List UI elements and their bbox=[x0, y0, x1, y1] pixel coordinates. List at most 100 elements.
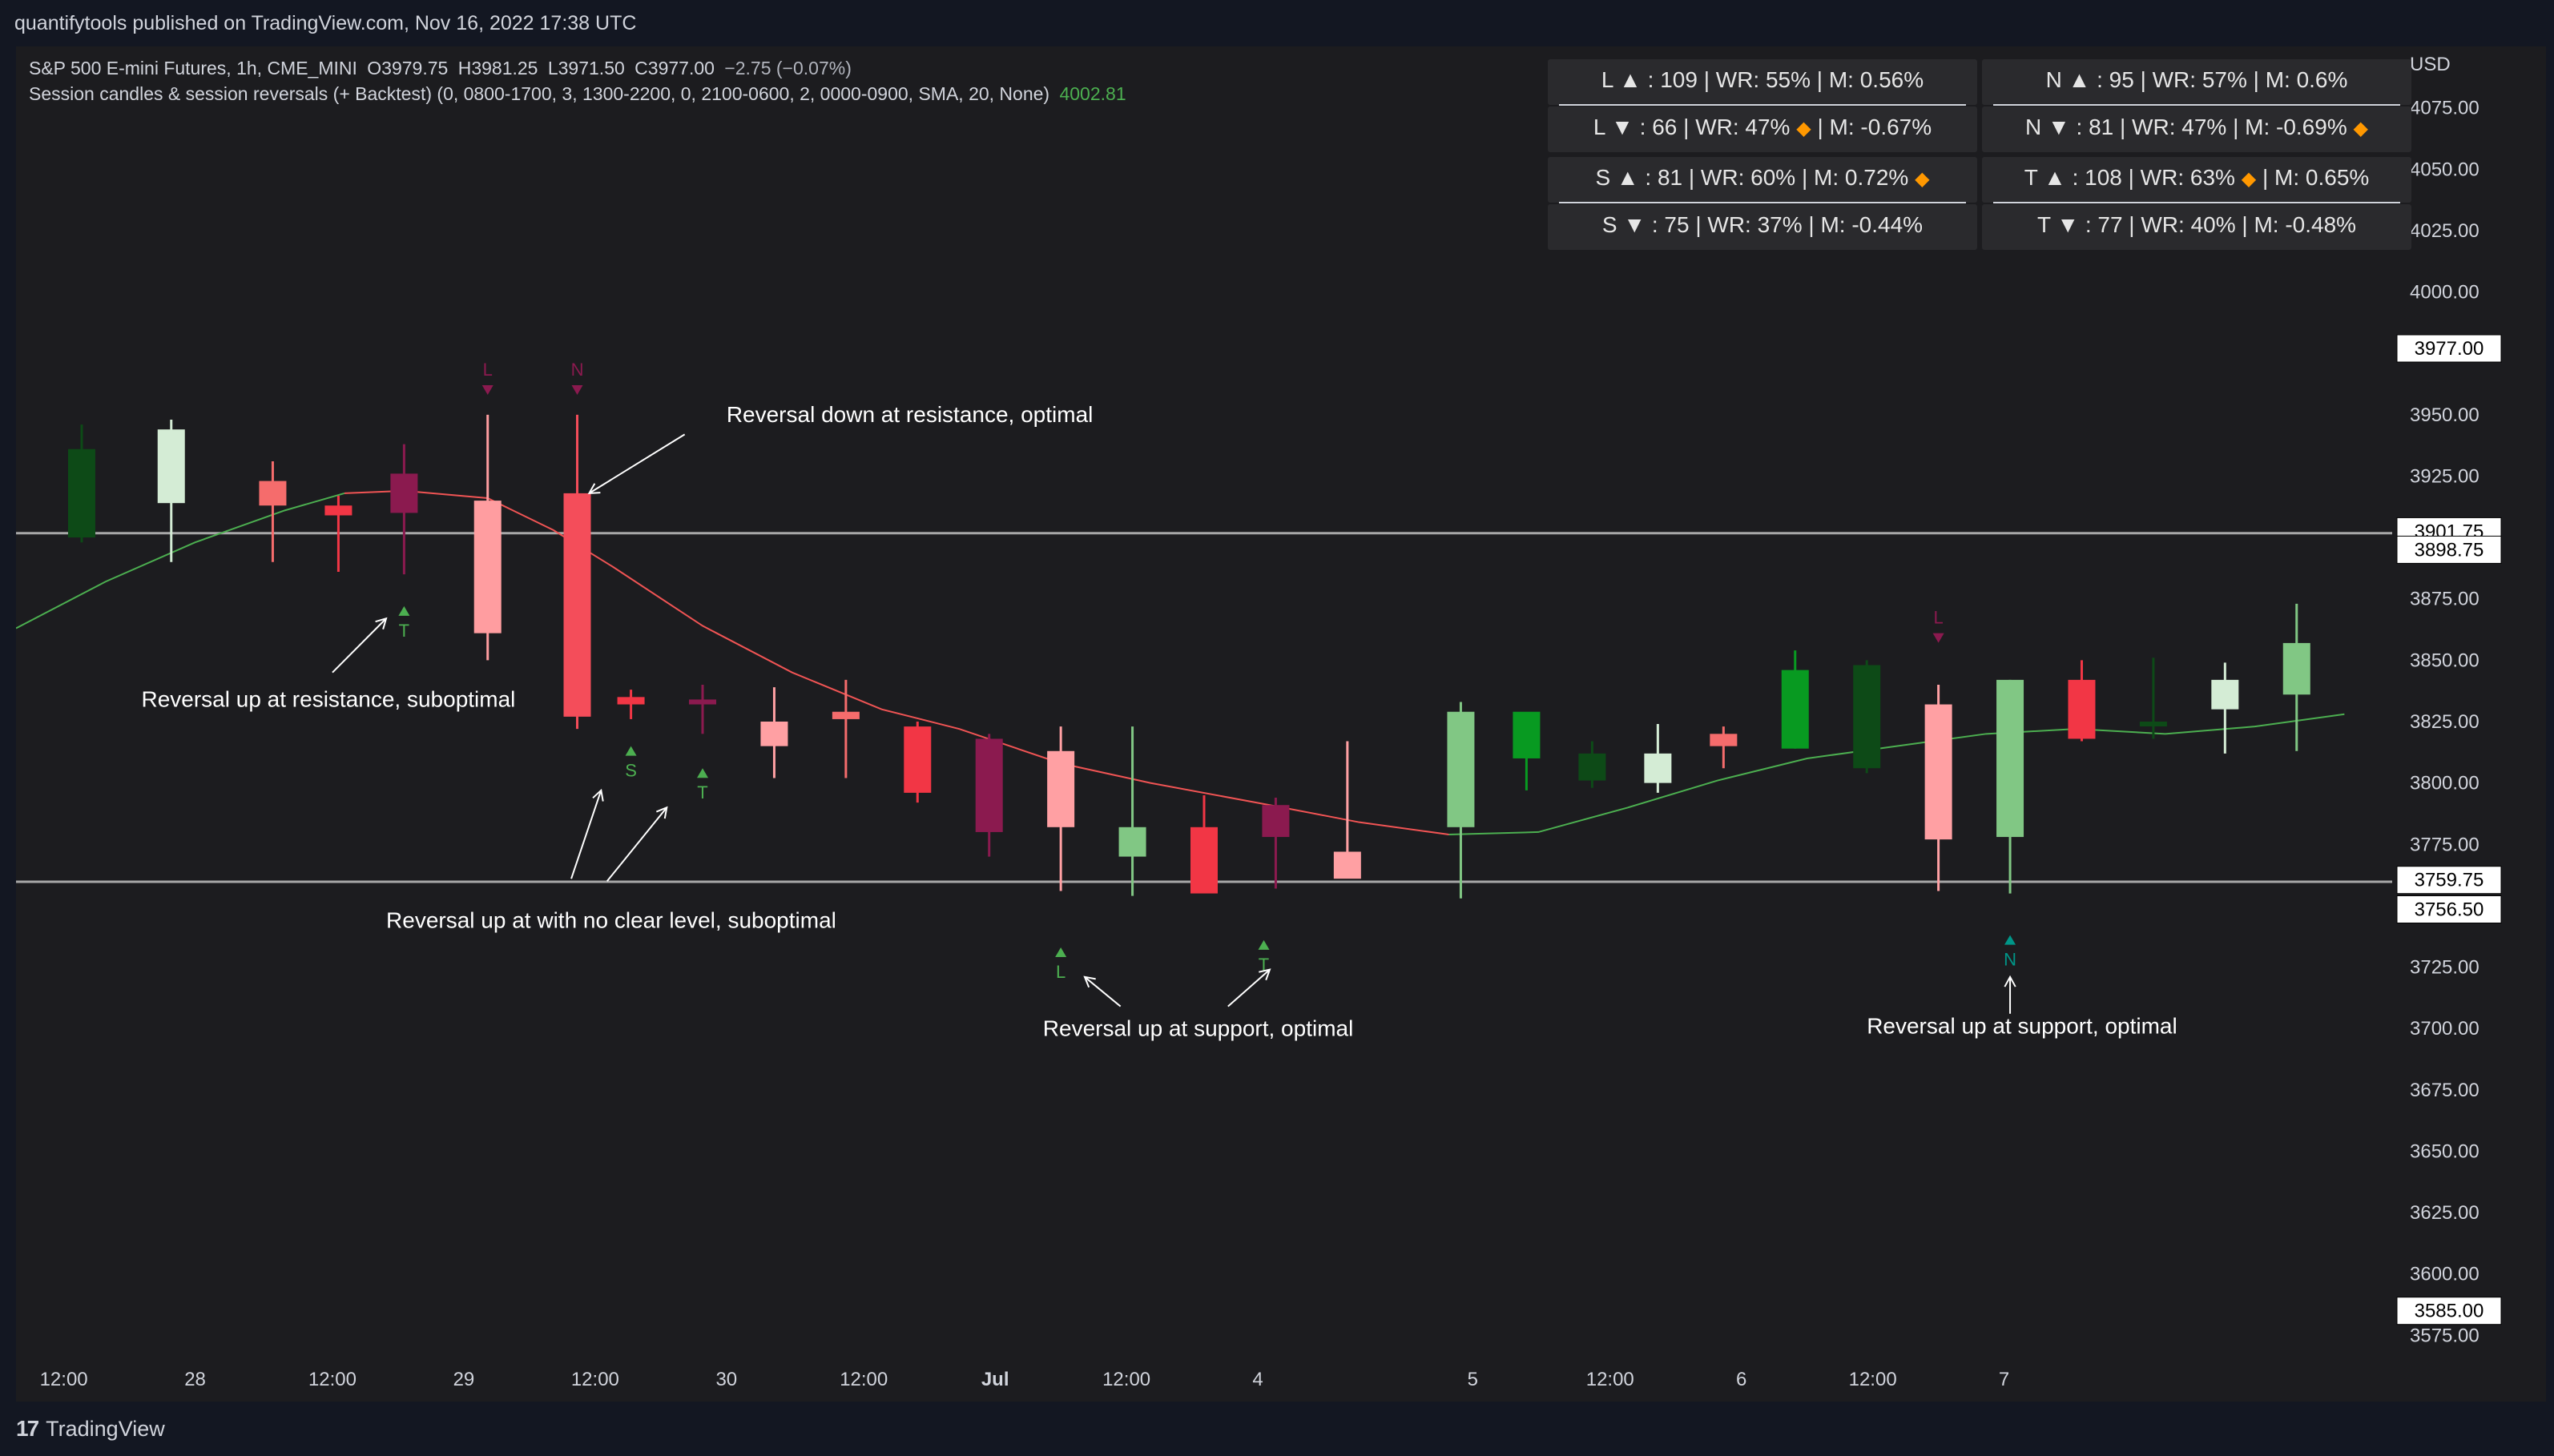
reversal-up-icon bbox=[1258, 939, 1270, 950]
indicator-value: 4002.81 bbox=[1059, 83, 1126, 104]
ohlc-high: H3981.25 bbox=[457, 58, 538, 78]
reversal-up-icon bbox=[2004, 935, 2016, 945]
x-tick-label: 12:00 bbox=[840, 1369, 888, 1390]
y-tick-label: 3575.00 bbox=[2410, 1325, 2479, 1346]
y-tick-label: 3700.00 bbox=[2410, 1018, 2479, 1040]
stats-table-t-down: T ▼ : 77 | WR: 40% | M: -0.48% bbox=[1982, 204, 2411, 250]
x-tick-label: 12:00 bbox=[571, 1369, 619, 1390]
candle-body bbox=[563, 493, 591, 717]
tradingview-brand[interactable]: 17 TradingView bbox=[16, 1414, 165, 1443]
candle-body bbox=[67, 448, 95, 538]
y-tick-label: 3825.00 bbox=[2410, 711, 2479, 733]
annotation-arrow bbox=[570, 790, 602, 879]
y-tick-label: 3600.00 bbox=[2410, 1264, 2479, 1285]
candle-body bbox=[1447, 711, 1475, 827]
candle-body bbox=[1924, 704, 1952, 840]
x-tick-label: Jul bbox=[981, 1369, 1009, 1390]
y-tick-label: 3650.00 bbox=[2410, 1140, 2479, 1162]
annotation-arrow bbox=[588, 433, 686, 494]
candle-body bbox=[1996, 679, 2024, 838]
y-tick-label: 3625.00 bbox=[2410, 1202, 2479, 1224]
annotation-arrow bbox=[606, 806, 668, 882]
chart-area[interactable]: USD 3575.00 3600.00 3625.00 3650.00 3675.00 37… bbox=[16, 46, 2546, 1402]
stats-l-up: L ▲ : 109 | WR: 55% | M: 0.56% bbox=[1601, 67, 1924, 92]
stats-s-down: S ▼ : 75 | WR: 37% | M: -0.44% bbox=[1601, 212, 1924, 237]
stats-t-up: T ▲ : 108 | WR: 63% ◆ | M: 0.65% bbox=[1982, 165, 2411, 191]
stats-l-down-tail: | M: -0.67% bbox=[1817, 115, 1932, 139]
price-label: 3759.75 bbox=[2415, 870, 2484, 891]
candle-body bbox=[1578, 753, 1606, 781]
price-label-box bbox=[2396, 1297, 2502, 1325]
stats-t-up-text: T ▲ : 108 | WR: 63% bbox=[2024, 165, 2235, 190]
stats-separator bbox=[1993, 202, 2400, 203]
candle-body bbox=[975, 738, 1003, 832]
y-tick-label: 4075.00 bbox=[2410, 98, 2479, 119]
candle-body bbox=[1262, 805, 1290, 838]
session-marker-label: L bbox=[1934, 608, 1944, 628]
y-tick-label: 3875.00 bbox=[2410, 589, 2479, 610]
annotation-text: Reversal up at resistance, suboptimal bbox=[141, 687, 515, 712]
candle-body bbox=[1333, 851, 1361, 879]
arrowhead-icon bbox=[1083, 975, 1096, 988]
price-label-box bbox=[2396, 535, 2502, 564]
session-marker-label: N bbox=[2004, 950, 2016, 970]
stats-table-l-down: L ▼ : 66 | WR: 47% ◆ | M: -0.67% bbox=[1548, 107, 1977, 152]
reversal-up-icon bbox=[697, 768, 709, 778]
x-tick-label: 29 bbox=[453, 1369, 475, 1390]
candle-body bbox=[904, 726, 932, 793]
ohlc-open: O3979.75 bbox=[367, 58, 449, 78]
candle-body bbox=[2139, 721, 2167, 726]
brand-name: TradingView bbox=[46, 1416, 165, 1441]
price-label: 3977.00 bbox=[2415, 338, 2484, 360]
candle-body bbox=[157, 429, 185, 504]
symbol-legend: S&P 500 E-mini Futures, 1h, CME_MINI O39… bbox=[29, 58, 856, 79]
reversal-down-icon bbox=[571, 385, 583, 396]
stats-n-down-text: N ▼ : 81 | WR: 47% | M: -0.69% bbox=[2025, 115, 2347, 139]
diamond-icon: ◆ bbox=[1796, 118, 1811, 139]
ohlc-close: C3977.00 bbox=[634, 58, 715, 78]
annotation-arrow bbox=[1084, 976, 1122, 1008]
candle-body bbox=[2282, 642, 2310, 695]
candle-body bbox=[1118, 827, 1146, 857]
x-tick-label: 5 bbox=[1468, 1369, 1478, 1390]
arrowhead-icon bbox=[2004, 975, 2016, 987]
reversal-down-icon bbox=[1932, 633, 1944, 643]
published-info: quantifytools published on TradingView.c… bbox=[14, 12, 637, 34]
x-tick-label: 6 bbox=[1736, 1369, 1746, 1390]
candle-body bbox=[1190, 827, 1218, 894]
candle-body bbox=[1513, 711, 1541, 758]
candle-body bbox=[1047, 750, 1075, 827]
price-label: 3756.50 bbox=[2415, 899, 2484, 920]
candle-body bbox=[1781, 670, 1809, 749]
y-tick-label: 4050.00 bbox=[2410, 159, 2479, 180]
price-label: 3585.00 bbox=[2415, 1301, 2484, 1322]
session-marker-label: L bbox=[483, 360, 493, 380]
sma-line-up bbox=[1448, 713, 2345, 835]
y-tick-label: 3725.00 bbox=[2410, 957, 2479, 979]
candle-body bbox=[1644, 753, 1672, 783]
stats-separator bbox=[1559, 202, 1966, 203]
candle-body bbox=[617, 697, 645, 705]
session-marker-label: S bbox=[625, 761, 637, 781]
reversal-down-icon bbox=[481, 385, 493, 396]
price-change: −2.75 (−0.07%) bbox=[724, 58, 852, 78]
candle-body bbox=[832, 711, 860, 719]
stats-l-down: L ▼ : 66 | WR: 47% ◆ | M: -0.67% bbox=[1548, 115, 1977, 140]
sma-line-up bbox=[16, 492, 345, 629]
candlestick-chart[interactable]: USD 3575.00 3600.00 3625.00 3650.00 3675.00 37… bbox=[16, 46, 2546, 1402]
stats-l-down-text: L ▼ : 66 | WR: 47% bbox=[1593, 115, 1791, 139]
candle-body bbox=[760, 721, 788, 746]
stats-n-up: N ▲ : 95 | WR: 57% | M: 0.6% bbox=[2045, 67, 2348, 92]
annotation-text: Reversal up at support, optimal bbox=[1867, 1013, 2177, 1038]
x-tick-label: 12:00 bbox=[1102, 1369, 1150, 1390]
arrowhead-icon bbox=[587, 483, 601, 495]
sma-line-down bbox=[344, 489, 1449, 835]
x-tick-label: 12:00 bbox=[308, 1369, 357, 1390]
y-tick-label: 4025.00 bbox=[2410, 220, 2479, 242]
candle-body bbox=[473, 501, 502, 633]
indicator-legend[interactable]: Session candles & session reversals (+ B… bbox=[29, 83, 1131, 105]
stats-t-down: T ▼ : 77 | WR: 40% | M: -0.48% bbox=[2036, 212, 2357, 237]
session-marker-label: N bbox=[571, 360, 584, 380]
stats-table-t: T ▲ : 108 | WR: 63% ◆ | M: 0.65% bbox=[1982, 157, 2411, 203]
x-tick-label: 4 bbox=[1252, 1369, 1263, 1390]
